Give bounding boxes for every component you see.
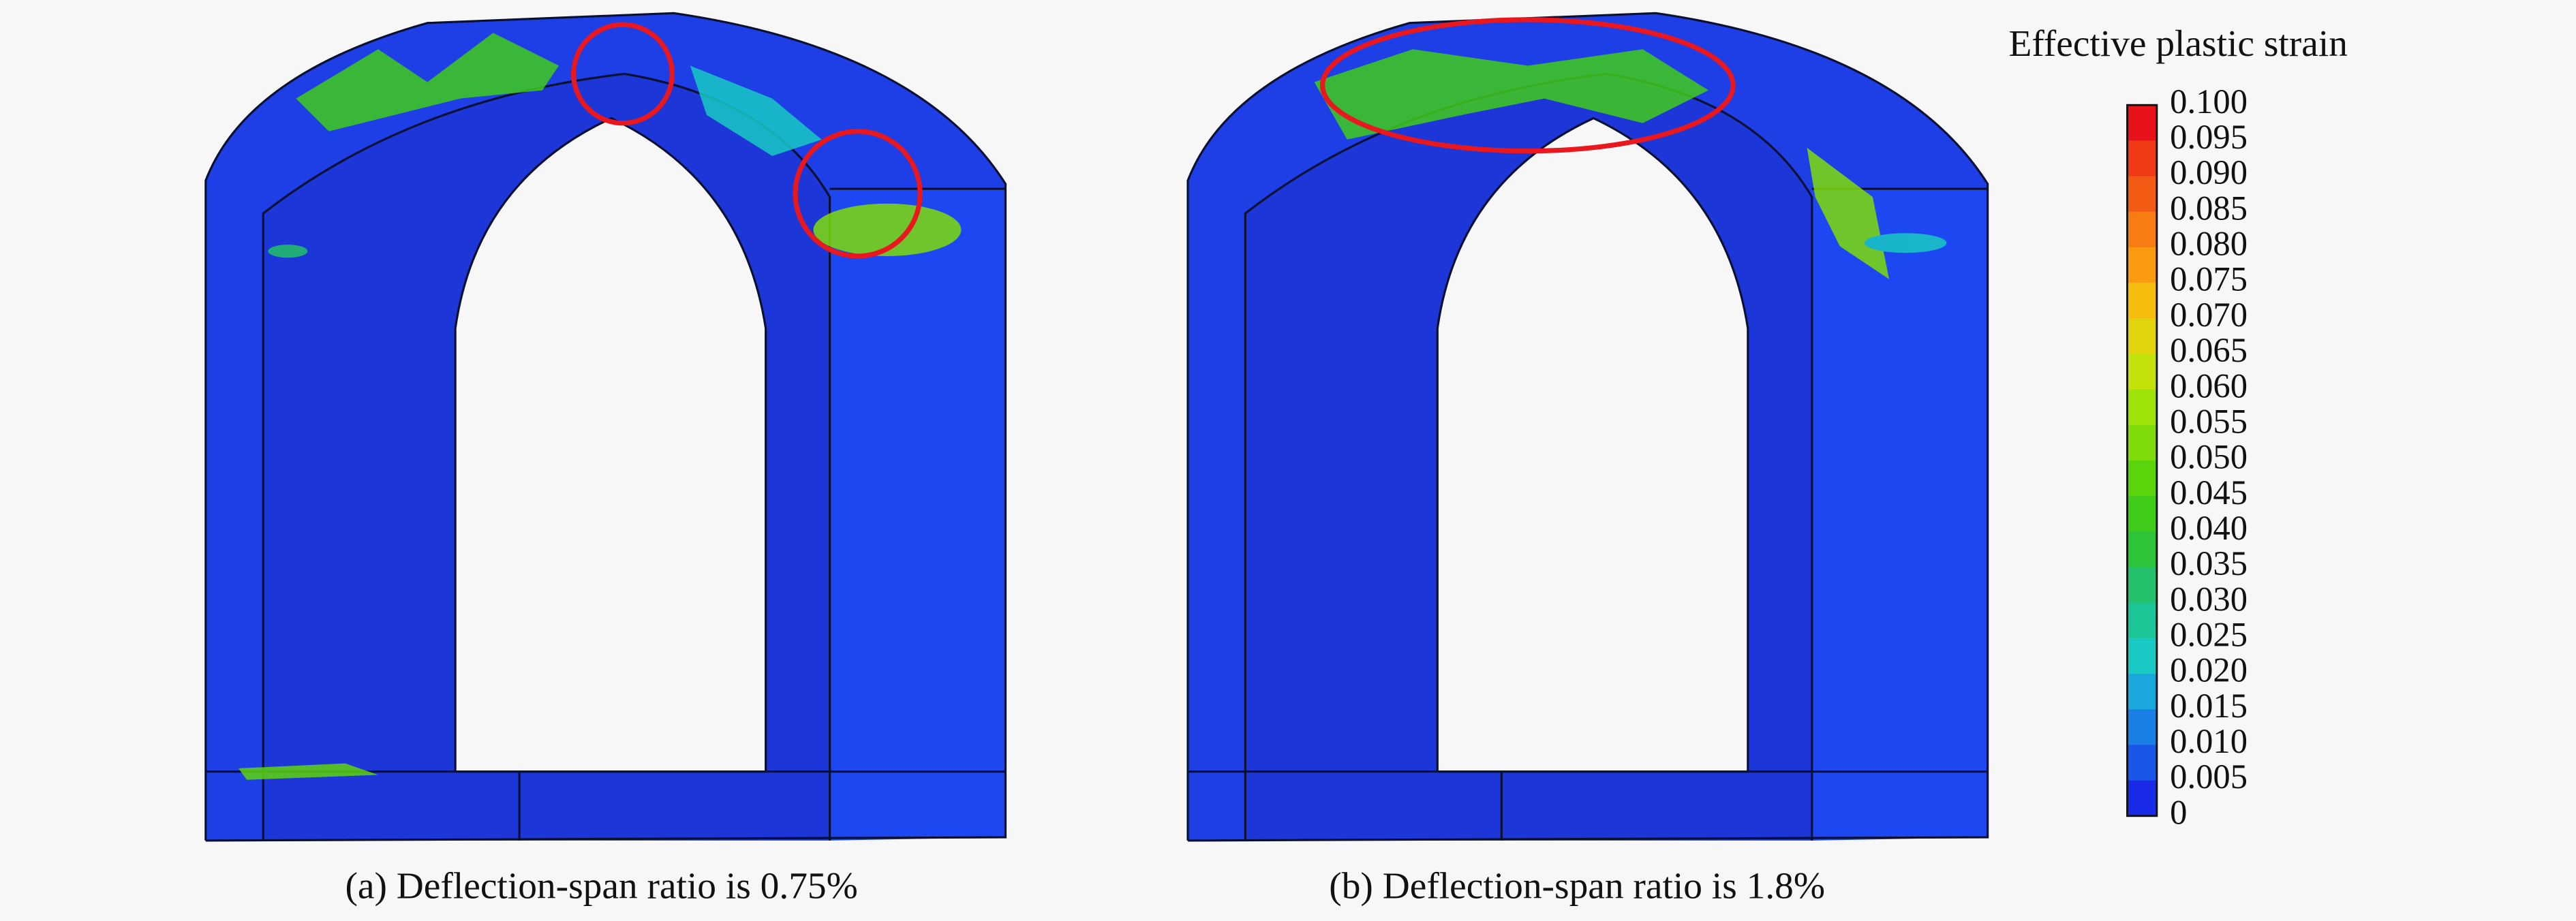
legend-label: 0.060: [2170, 366, 2248, 405]
color-band: [2127, 745, 2157, 781]
color-band: [2127, 460, 2157, 497]
legend-label: 0.090: [2170, 153, 2248, 191]
legend-label: 0.080: [2170, 225, 2248, 263]
caption: (a) Deflection-span ratio is 0.75%: [345, 864, 857, 906]
legend-label: 0.100: [2170, 82, 2248, 121]
legend-label: 0.015: [2170, 687, 2248, 725]
color-band: [2127, 602, 2157, 639]
highlight-marks: [571, 17, 1736, 259]
strain-patches-b: [1314, 49, 1947, 279]
color-band: [2127, 424, 2157, 461]
legend-label: 0.095: [2170, 118, 2248, 156]
legend-label: 0: [2170, 793, 2187, 831]
strain-patches-a: [239, 33, 962, 780]
color-band: [2127, 211, 2157, 248]
legend-label: 0.070: [2170, 296, 2248, 334]
legend-label: 0.010: [2170, 722, 2248, 760]
caption: (b) Deflection-span ratio is 1.8%: [1329, 864, 1825, 906]
color-band: [2127, 283, 2157, 319]
legend-label: 0.005: [2170, 758, 2248, 796]
color-band: [2127, 389, 2157, 426]
color-band: [2127, 780, 2157, 817]
legend-title: Effective plastic strain: [2008, 22, 2347, 64]
color-band: [2127, 531, 2157, 568]
legend-label: 0.025: [2170, 615, 2248, 653]
color-band: [2127, 105, 2157, 142]
color-band: [2127, 318, 2157, 355]
legend-label: 0.055: [2170, 402, 2248, 440]
color-band: [2127, 140, 2157, 177]
legend-label: 0.065: [2170, 331, 2248, 369]
legend-label: 0.035: [2170, 544, 2248, 582]
color-band: [2127, 247, 2157, 283]
legend-label: 0.050: [2170, 438, 2248, 476]
color-band: [2127, 354, 2157, 390]
color-band: [2127, 567, 2157, 604]
color-band: [2127, 674, 2157, 710]
color-band: [2127, 638, 2157, 674]
color-band: [2127, 496, 2157, 533]
legend-label: 0.020: [2170, 651, 2248, 689]
model-b: [1186, 12, 1989, 842]
colorbar: 0.1000.0950.0900.0850.0800.0750.0700.065…: [2126, 82, 2248, 831]
legend-label: 0.085: [2170, 189, 2248, 227]
color-band: [2127, 709, 2157, 746]
legend-label: 0.040: [2170, 509, 2248, 547]
colorbar-frame: [2126, 104, 2158, 817]
color-band: [2127, 176, 2157, 213]
legend-label: 0.030: [2170, 580, 2248, 618]
legend-label: 0.045: [2170, 473, 2248, 512]
legend-label: 0.075: [2170, 260, 2248, 298]
